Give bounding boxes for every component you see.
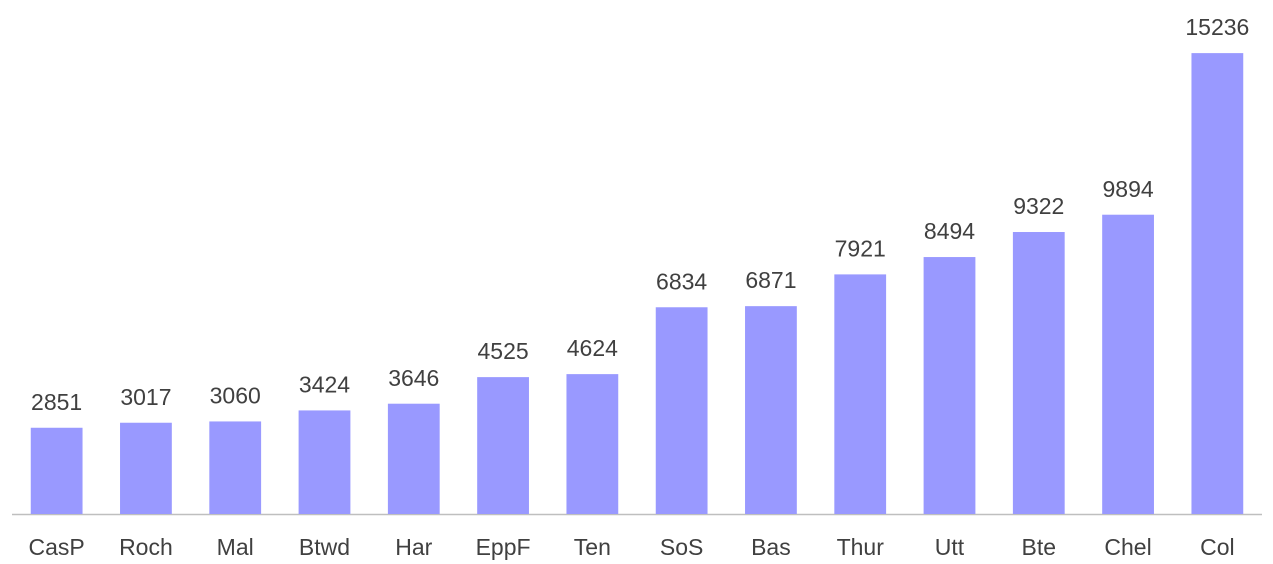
data-label: 9894 bbox=[1102, 176, 1153, 202]
x-tick-label: SoS bbox=[660, 534, 703, 560]
bar bbox=[1102, 214, 1154, 515]
bar bbox=[387, 403, 440, 514]
x-tick-label: Har bbox=[395, 534, 432, 560]
bar bbox=[30, 427, 83, 514]
x-tick-label: CasP bbox=[29, 534, 85, 560]
bar bbox=[566, 374, 619, 514]
data-label: 6834 bbox=[656, 268, 707, 294]
bar bbox=[923, 257, 976, 514]
bar bbox=[655, 307, 708, 514]
data-label: 4624 bbox=[567, 335, 618, 361]
data-label: 4525 bbox=[477, 338, 528, 364]
x-tick-label: Btwd bbox=[299, 534, 350, 560]
x-tick-label: Mal bbox=[217, 534, 254, 560]
data-label: 8494 bbox=[924, 218, 975, 244]
data-label: 6871 bbox=[745, 267, 796, 293]
data-label: 3017 bbox=[120, 384, 171, 410]
data-label: 7921 bbox=[835, 235, 886, 261]
data-label: 3060 bbox=[210, 383, 261, 409]
x-tick-label: Utt bbox=[935, 534, 965, 560]
bar bbox=[120, 422, 172, 514]
x-tick-label: Col bbox=[1200, 534, 1235, 560]
x-tick-label: Bas bbox=[751, 534, 791, 560]
data-label: 2851 bbox=[31, 389, 82, 415]
data-label: 15236 bbox=[1185, 14, 1249, 40]
bar bbox=[1191, 53, 1244, 515]
x-tick-label: Chel bbox=[1104, 534, 1151, 560]
data-label: 3424 bbox=[299, 372, 350, 398]
x-tick-label: EppF bbox=[476, 534, 531, 560]
bar bbox=[1012, 232, 1065, 514]
data-label: 9322 bbox=[1013, 193, 1064, 219]
bar bbox=[477, 377, 529, 514]
bar bbox=[745, 306, 797, 514]
x-tick-label: Ten bbox=[574, 534, 611, 560]
x-tick-label: Bte bbox=[1022, 534, 1057, 560]
bar bbox=[209, 421, 262, 514]
bar bbox=[298, 410, 351, 514]
bar bbox=[834, 274, 887, 514]
data-label: 3646 bbox=[388, 365, 439, 391]
x-tick-label: Thur bbox=[837, 534, 885, 560]
x-tick-label: Roch bbox=[119, 534, 173, 560]
